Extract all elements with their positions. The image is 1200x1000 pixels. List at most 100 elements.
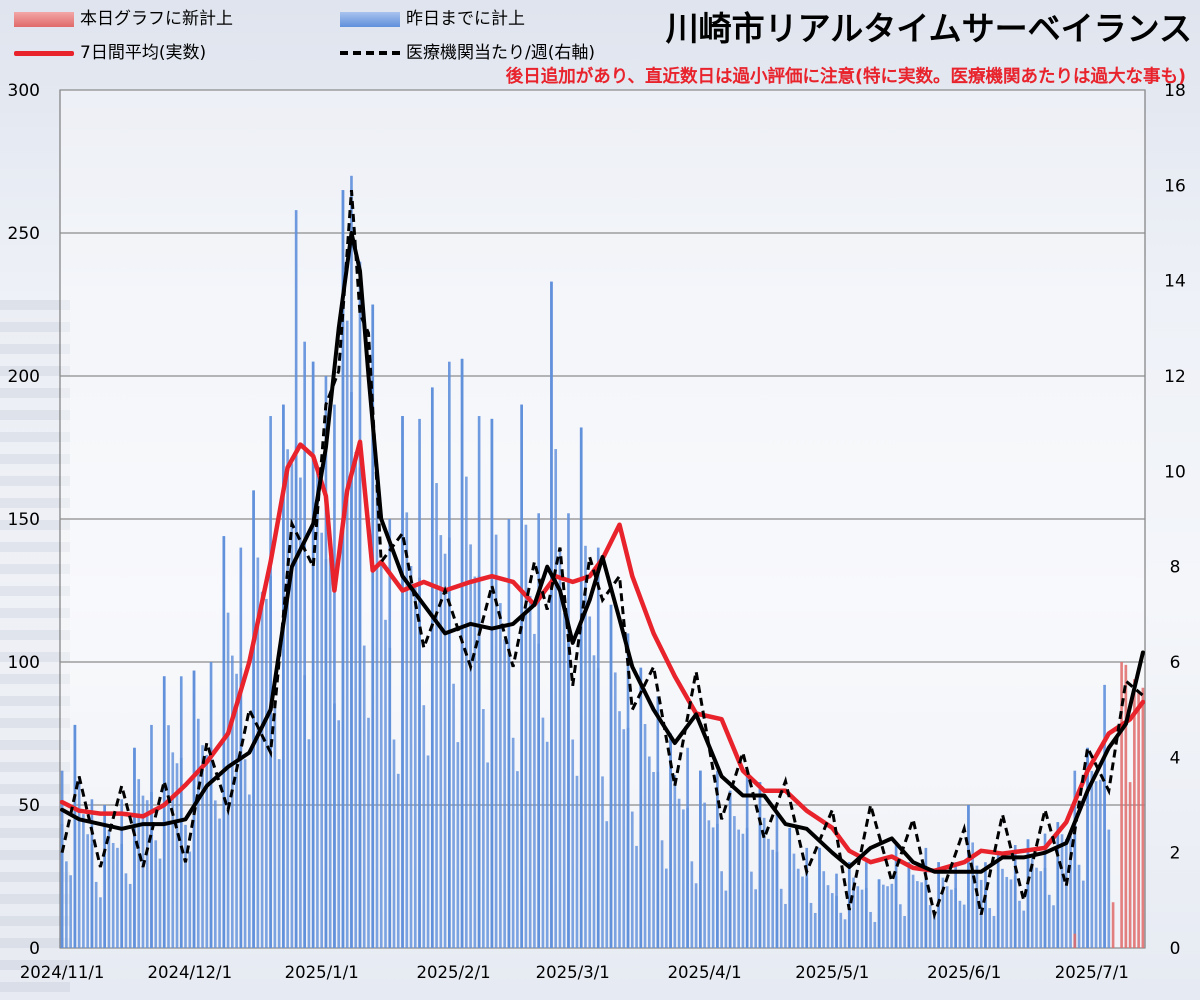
bar-yesterday-daily [201,745,204,948]
bar-yesterday [728,790,732,948]
bar-yesterday [669,733,672,948]
bar-yesterday-daily [784,903,787,948]
bar-today [1133,679,1136,948]
bar-yesterday-daily [575,775,579,948]
bar-yesterday-daily [860,889,864,948]
bar-yesterday-daily [158,858,162,948]
bar-yesterday-daily [801,876,804,948]
bar-yesterday-daily [482,709,485,948]
bar-yesterday-daily [320,532,323,948]
x-tick-label: 2025/7/1 [1055,963,1129,982]
bar-yesterday-daily [243,759,247,948]
bar-yesterday-daily [290,463,294,948]
x-tick-label: 2025/1/1 [285,963,359,982]
bar-yesterday-daily [286,449,289,948]
bar-yesterday-daily [443,553,447,948]
bar-yesterday-daily [660,840,664,948]
bar-yesterday-daily [1069,836,1072,948]
bar-yesterday-daily [167,725,170,948]
bar-yesterday [341,190,345,949]
bar-yesterday-daily [830,893,834,948]
bar-yesterday-daily [694,883,698,948]
bar-yesterday-daily [720,871,723,948]
bar-yesterday [269,416,272,948]
bar-yesterday [1086,747,1089,948]
bar-yesterday [954,862,957,948]
bar-yesterday [448,361,451,948]
bar-yesterday-daily [958,900,962,948]
bar-yesterday-daily [541,717,545,948]
bar-yesterday-daily [1052,905,1055,948]
bar-yesterday-daily [494,534,498,948]
bar-yesterday-daily [99,897,102,948]
bar-yesterday-daily [465,476,468,948]
bar-yesterday-daily [762,817,766,948]
bar-yesterday-daily [260,591,264,948]
bar-yesterday [864,862,868,948]
bar-yesterday-daily [1030,857,1034,948]
bar-yesterday-daily [188,851,192,948]
bar-yesterday [758,782,762,948]
bar-yesterday-daily [205,754,209,948]
y-left-tick-label: 0 [29,939,40,959]
bar-yesterday-daily [941,877,945,948]
bar-today [1111,902,1115,948]
bar-yesterday-daily [367,717,370,948]
bar-yesterday [745,776,749,948]
bar-yesterday [303,341,306,948]
bar-yesterday [520,404,523,949]
bar-yesterday-daily [426,755,430,948]
bar-yesterday-daily [439,535,443,948]
bar-yesterday-daily [584,545,587,948]
legend-yesterday-label: 昨日までに計上 [406,9,525,29]
bar-yesterday-daily [856,886,860,948]
legend-avg-label: 7日間平均(実数) [80,43,207,63]
bar-yesterday-daily [928,905,932,948]
bar-yesterday-daily [886,886,889,948]
bar-yesterday-daily [741,833,745,948]
bar-yesterday [333,404,336,949]
bar-yesterday-daily [1077,864,1081,948]
bar-yesterday-daily [677,798,681,948]
bar-yesterday-daily [354,452,358,948]
bar-yesterday-daily [588,616,592,948]
bar-yesterday [716,770,719,948]
bar-yesterday-daily [911,874,915,948]
bar-yesterday-daily [945,886,949,948]
bar-yesterday [537,513,540,948]
bar-yesterday-daily [809,902,813,948]
bar-yesterday-daily [226,612,230,948]
bar-yesterday-daily [711,827,715,948]
bar-yesterday-daily [265,598,268,948]
bar-yesterday [162,676,166,948]
bar-yesterday [1056,822,1060,948]
line-series [59,189,1146,921]
bar-yesterday [460,358,464,949]
bar-yesterday [596,547,600,948]
bar-yesterday [358,261,362,949]
bar-yesterday-daily [605,821,609,948]
bar-yesterday [90,799,94,948]
bar-yesterday-daily [1018,900,1021,948]
axis-ticks: 0 50 100 150 200 250 300 0 2 4 6 8 10 12 14 16 18 2024/11… [8,81,1186,982]
y-left-tick-label: 150 [8,510,40,530]
bar-today [1120,662,1123,948]
bar-yesterday-daily [737,829,740,948]
y-right-tick-label: 16 [1164,176,1186,196]
bar-yesterday-daily [622,729,626,948]
bar-yesterday [877,879,881,948]
bar-yesterday [120,799,124,948]
bar-yesterday-daily [682,809,685,948]
bar-yesterday-daily [992,915,996,948]
bar-yesterday-daily [796,868,800,948]
bar-yesterday-daily [767,838,770,948]
bar-yesterday-daily [277,759,281,948]
bar-yesterday-daily [141,795,145,948]
bar-yesterday-daily [413,587,417,948]
bar-yesterday-daily [196,718,200,948]
bar-yesterday-daily [890,883,894,948]
y-right-tick-label: 4 [1170,748,1181,768]
bar-today [1137,690,1140,948]
bar-yesterday-daily [1060,834,1064,948]
bar-yesterday-daily [175,763,179,948]
